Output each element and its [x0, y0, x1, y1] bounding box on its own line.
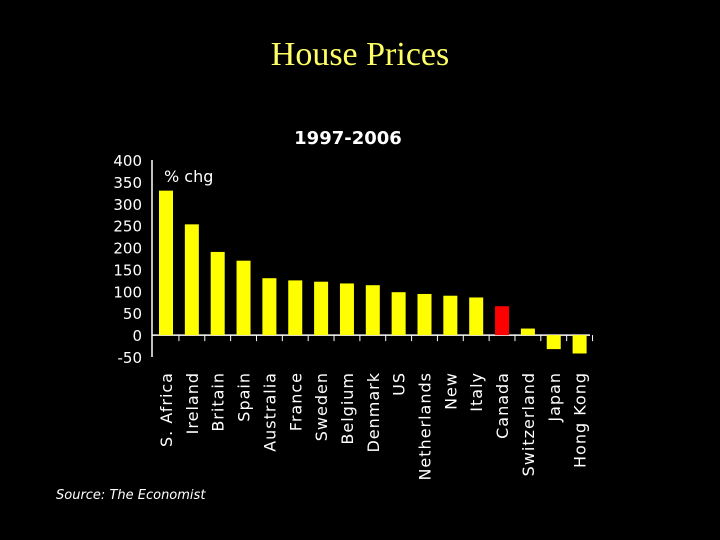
- bar: [288, 280, 303, 336]
- bar: [236, 260, 251, 336]
- bar: [546, 335, 561, 350]
- bar: [262, 278, 277, 336]
- x-tick-label: Sweden: [312, 372, 331, 441]
- x-tick-label: S. Africa: [157, 372, 176, 447]
- bar: [339, 283, 354, 336]
- slide-title: House Prices: [270, 36, 450, 73]
- bar: [469, 297, 484, 336]
- bar: [184, 224, 199, 336]
- x-tick-label: Switzerland: [519, 372, 538, 476]
- bar: [159, 190, 173, 336]
- bar: [365, 285, 380, 336]
- x-tick-label: Spain: [235, 372, 254, 422]
- x-tick-label: Italy: [467, 372, 486, 412]
- y-axis-label: % chg: [164, 167, 213, 186]
- x-tick-label: Denmark: [364, 372, 383, 453]
- y-tick-label: -50: [118, 349, 143, 367]
- source-note: Source: The Economist: [56, 488, 206, 503]
- x-tick-label: Belgium: [338, 372, 357, 445]
- y-tick-label: 150: [113, 261, 142, 279]
- y-tick-label: 350: [113, 174, 142, 192]
- x-tick-label: Netherlands: [416, 372, 435, 481]
- y-tick-label: 50: [123, 305, 142, 323]
- y-tick-label: 250: [113, 218, 142, 236]
- x-tick-labels: S. Africa Ireland Britain Spain Australia Fra…: [157, 372, 590, 481]
- bar: [520, 328, 535, 336]
- y-tick-label: 100: [113, 283, 142, 301]
- y-tick-label: 0: [132, 327, 142, 345]
- x-tick-label: Canada: [493, 372, 512, 439]
- x-tick-label: Japan: [545, 372, 564, 423]
- y-tick-labels: 400 350 300 250 200 150 100 50 0 -50: [113, 152, 142, 367]
- y-tick-label: 300: [113, 196, 142, 214]
- x-tick-label: Australia: [260, 372, 279, 452]
- bar: [314, 281, 329, 336]
- bar: [417, 293, 432, 336]
- bar: [210, 251, 225, 336]
- bar: [391, 292, 406, 336]
- y-tick-label: 400: [113, 152, 142, 170]
- bar: [572, 335, 587, 354]
- chart-title: 1997-2006: [294, 128, 402, 149]
- bar: [443, 295, 458, 336]
- y-tick-label: 200: [113, 240, 142, 258]
- x-tick-label: US: [390, 372, 409, 396]
- x-tick-label: New: [441, 372, 460, 410]
- x-tick-label: France: [286, 372, 305, 431]
- x-tick-label: Britain: [209, 372, 228, 432]
- bars-layer: [159, 190, 587, 354]
- x-tick-label: Hong Kong: [571, 372, 590, 468]
- x-tick-label: Ireland: [183, 372, 202, 434]
- bar: [495, 306, 510, 336]
